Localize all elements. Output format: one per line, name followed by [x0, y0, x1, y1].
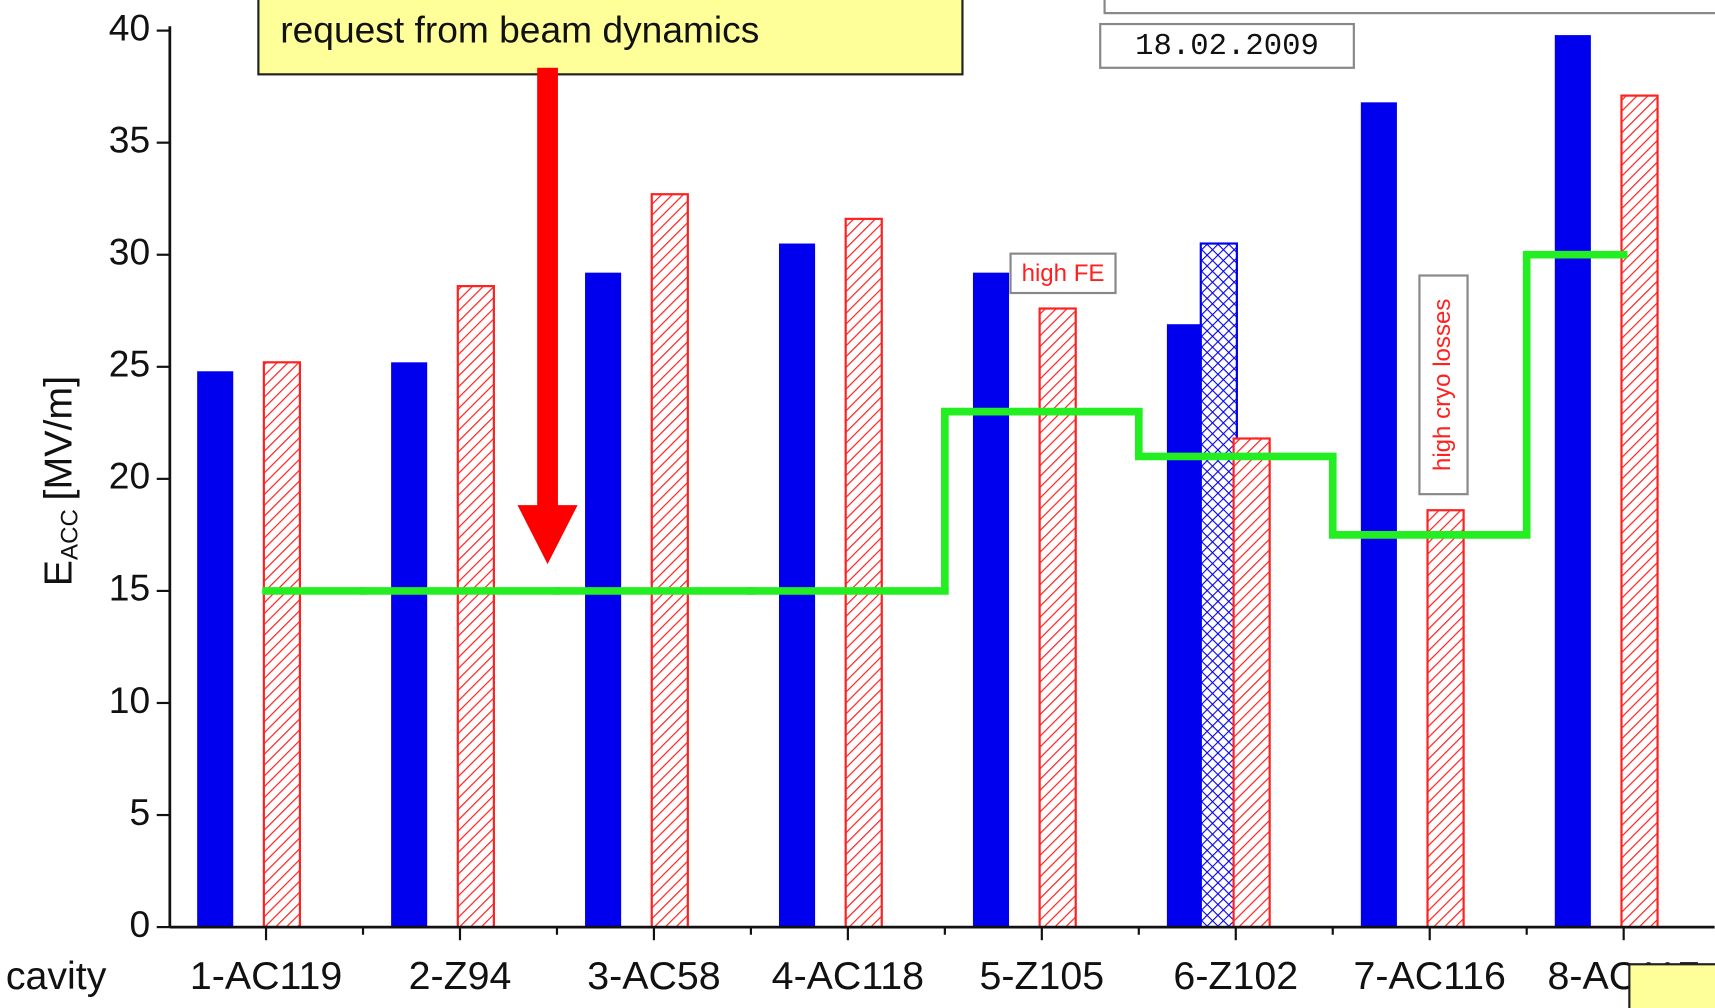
- legend-box: [1103, 0, 1715, 15]
- bar: [1038, 307, 1077, 929]
- bar: [1232, 437, 1271, 929]
- bar: [1554, 35, 1591, 928]
- bar: [972, 272, 1010, 928]
- arrow-shaft: [537, 67, 558, 508]
- bar: [1426, 509, 1465, 929]
- x-tick-label: 6-Z102: [1173, 954, 1298, 998]
- bar: [585, 272, 622, 928]
- note-box: [1009, 252, 1117, 295]
- y-axis-label: EACC [MV/m]: [37, 376, 84, 586]
- y-tick-label: 35: [109, 118, 150, 160]
- callout-box: [1628, 963, 1715, 1008]
- y-tick-label: 15: [109, 567, 150, 609]
- bar: [1166, 324, 1203, 928]
- x-tick-label: 7-AC116: [1354, 954, 1506, 998]
- x-tick-label: 4-AC118: [772, 954, 924, 998]
- callout-box: [257, 0, 964, 76]
- y-tick-label: 30: [109, 231, 150, 273]
- bar: [1199, 242, 1238, 929]
- bar: [1620, 94, 1659, 929]
- y-label-sub: ACC: [57, 509, 84, 560]
- y-label-unit: [MV/m]: [37, 376, 81, 501]
- x-tick-label: 3-AC58: [587, 954, 720, 998]
- note-text: high cryo losses: [1429, 299, 1456, 471]
- bar: [844, 217, 883, 929]
- callout-text: request from beam dynamics: [280, 9, 759, 51]
- bar: [197, 371, 234, 928]
- bar: [262, 361, 302, 929]
- y-tick-label: 5: [129, 791, 150, 833]
- y-tick-label: 10: [109, 679, 150, 721]
- y-label-base: E: [37, 560, 81, 586]
- bar: [650, 193, 689, 929]
- date-text: 18.02.2009: [1135, 30, 1319, 64]
- y-tick-label: 0: [129, 903, 150, 945]
- x-tick-label: 5-Z105: [979, 954, 1104, 998]
- note-box: [1418, 274, 1469, 496]
- note-text: high FE: [1022, 260, 1105, 287]
- arrow-head: [517, 505, 578, 565]
- bar: [1360, 102, 1397, 928]
- y-tick-label: 20: [109, 455, 150, 497]
- x-tick-label: 2-Z94: [409, 954, 512, 998]
- date-box: [1099, 22, 1355, 69]
- y-tick-label: 40: [109, 6, 150, 48]
- x-tick-label: 1-AC119: [190, 954, 342, 998]
- x-axis-label: cavity: [6, 954, 107, 998]
- y-tick-label: 25: [109, 343, 150, 385]
- bar: [779, 243, 816, 928]
- bar: [391, 362, 428, 928]
- bar: [456, 285, 495, 929]
